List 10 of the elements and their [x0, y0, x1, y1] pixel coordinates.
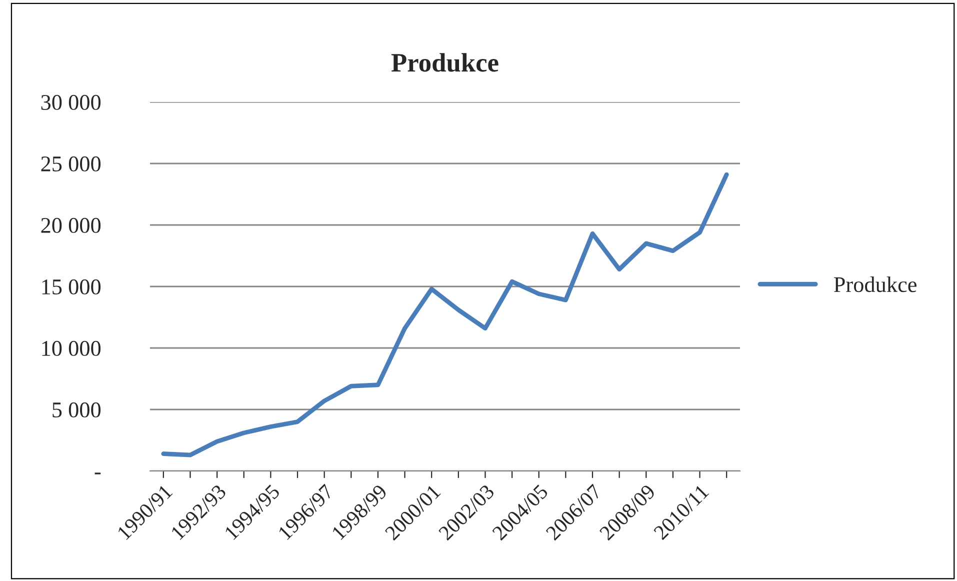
- y-tick-label: 30 000: [41, 94, 101, 110]
- line-series: [161, 172, 729, 458]
- y-tick-label: 5 000: [52, 402, 101, 418]
- y-tick-label: 10 000: [42, 340, 101, 356]
- y-tick-label: -: [94, 472, 101, 474]
- y-tick-label: 20 000: [41, 218, 101, 233]
- y-tick-label: 25 000: [41, 156, 101, 172]
- y-tick-label: 15 000: [42, 279, 101, 294]
- legend-label: Produkce: [834, 276, 916, 292]
- chart-title: Produkce: [391, 53, 498, 72]
